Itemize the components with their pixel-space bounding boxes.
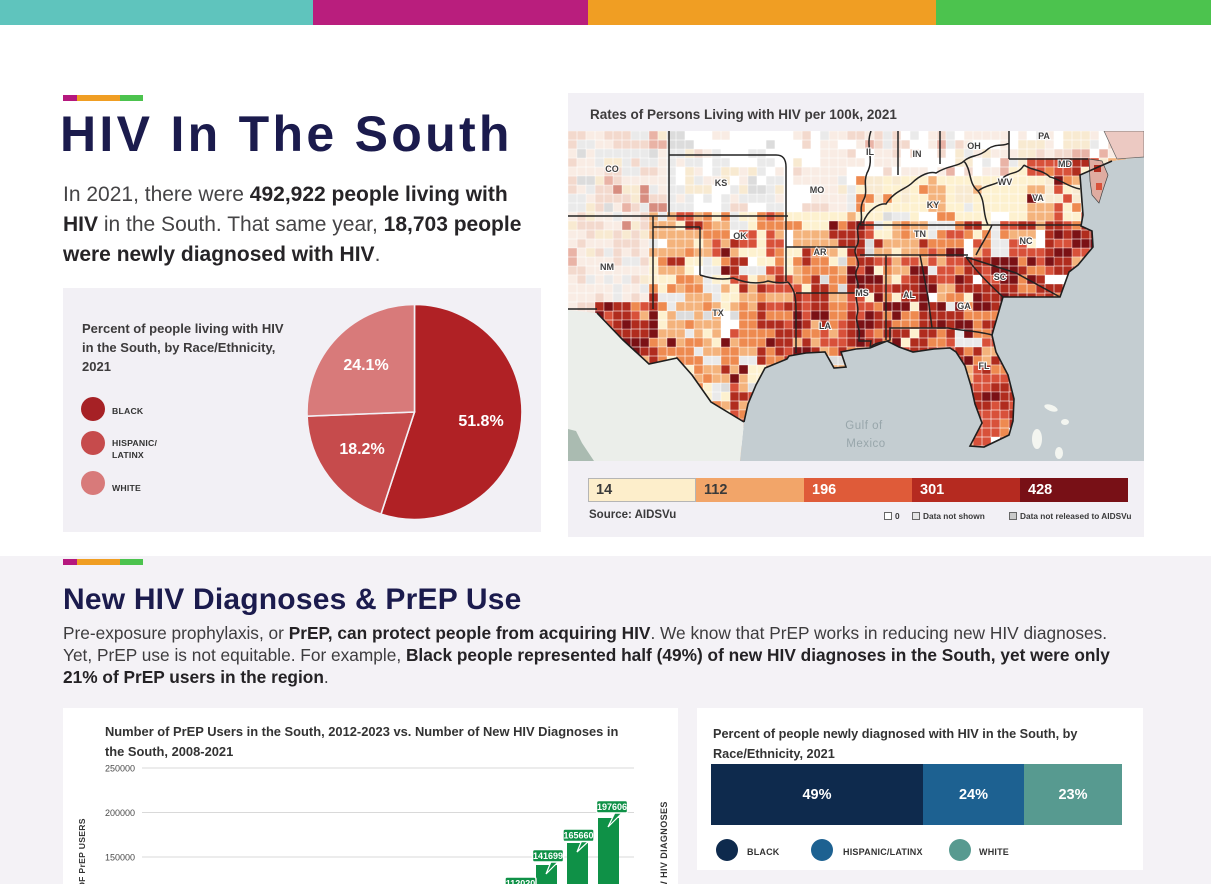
svg-text:24.1%: 24.1% xyxy=(343,357,388,374)
svg-text:VA: VA xyxy=(1032,193,1044,203)
svg-text:OK: OK xyxy=(733,231,747,241)
svg-text:TX: TX xyxy=(712,308,724,318)
svg-text:LA: LA xyxy=(819,321,831,331)
svg-text:112020: 112020 xyxy=(506,879,536,884)
svg-text:AL: AL xyxy=(903,290,915,300)
svg-text:IN: IN xyxy=(913,149,922,159)
svg-text:AR: AR xyxy=(814,247,827,257)
svg-text:18.2%: 18.2% xyxy=(339,441,384,458)
svg-text:200000: 200000 xyxy=(105,808,135,818)
svg-text:CO: CO xyxy=(605,164,619,174)
svg-text:Mexico: Mexico xyxy=(846,438,885,450)
svg-text:Gulf of: Gulf of xyxy=(845,420,883,432)
svg-text:FL: FL xyxy=(979,361,990,371)
svg-text:MD: MD xyxy=(1058,159,1072,169)
svg-text:TN: TN xyxy=(914,229,926,239)
svg-text:NC: NC xyxy=(1020,236,1033,246)
svg-text:MO: MO xyxy=(810,185,825,195)
svg-text:KS: KS xyxy=(715,178,728,188)
svg-text:KY: KY xyxy=(927,200,940,210)
svg-text:WV: WV xyxy=(998,177,1013,187)
svg-text:51.8%: 51.8% xyxy=(458,413,503,430)
svg-text:NM: NM xyxy=(600,262,614,272)
svg-text:165660: 165660 xyxy=(563,831,593,841)
svg-text:PA: PA xyxy=(1038,131,1050,141)
svg-text:SC: SC xyxy=(994,272,1007,282)
svg-text:141699: 141699 xyxy=(533,851,563,861)
svg-text:GA: GA xyxy=(957,301,971,311)
svg-text:197606: 197606 xyxy=(597,802,627,812)
svg-text:OH: OH xyxy=(967,141,981,151)
svg-text:250000: 250000 xyxy=(105,764,135,774)
svg-text:IL: IL xyxy=(866,147,875,157)
svg-text:150000: 150000 xyxy=(105,853,135,863)
svg-text:MS: MS xyxy=(855,288,869,298)
